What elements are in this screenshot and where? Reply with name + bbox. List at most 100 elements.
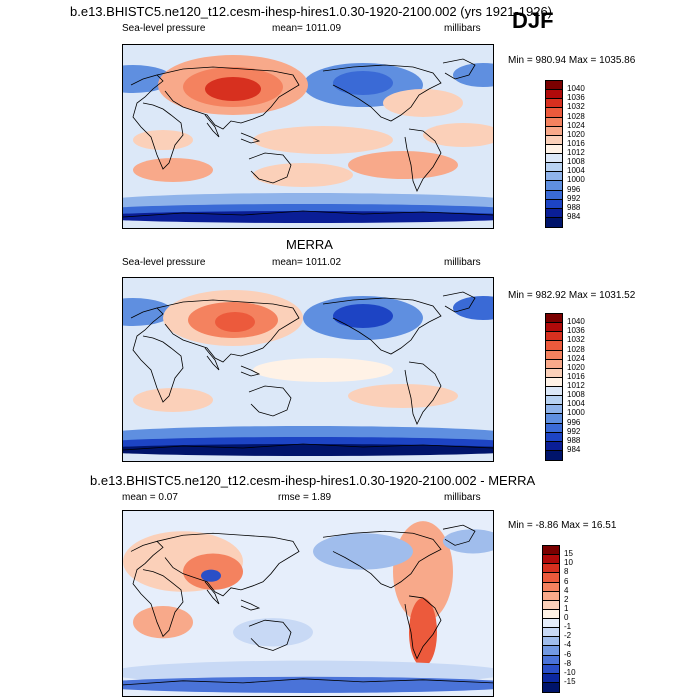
- panel3-units: millibars: [444, 492, 481, 503]
- panel2-colorbar: [545, 313, 563, 461]
- colorbar-tick-label: 996: [567, 184, 581, 194]
- colorbar-swatch: [546, 144, 562, 154]
- coastline: [156, 299, 300, 363]
- colorbar-tick-label: -15: [564, 676, 576, 686]
- colorbar-swatch: [546, 126, 562, 136]
- pressure-contour-region: [233, 618, 313, 647]
- colorbar-tick-label: 992: [567, 426, 581, 436]
- pressure-contour-region: [201, 569, 221, 582]
- colorbar-tick-label: 1020: [567, 129, 585, 139]
- map-field: [123, 511, 493, 696]
- coastline: [322, 64, 442, 122]
- colorbar-swatch: [543, 600, 559, 610]
- colorbar-swatch: [546, 199, 562, 209]
- colorbar-tick-label: 988: [567, 435, 581, 445]
- pressure-contour-region: [423, 123, 493, 147]
- pressure-contour-region: [133, 388, 213, 412]
- colorbar-swatch: [543, 573, 559, 583]
- coastline: [204, 347, 220, 371]
- colorbar-swatch: [546, 190, 562, 200]
- panel1-units: millibars: [444, 23, 481, 34]
- colorbar-tick-label: 1012: [567, 381, 585, 390]
- coastline: [130, 74, 184, 170]
- colorbar-swatch: [546, 396, 562, 406]
- pressure-contour-region: [333, 304, 393, 328]
- colorbar-swatch: [546, 108, 562, 118]
- coastline: [123, 678, 493, 686]
- colorbar-swatch: [546, 432, 562, 442]
- coastline: [404, 361, 442, 425]
- colorbar-tick-label: 1032: [567, 102, 585, 112]
- colorbar-swatch: [546, 117, 562, 127]
- colorbar-tick-label: 988: [567, 202, 581, 212]
- colorbar-swatch: [546, 314, 562, 324]
- pressure-contour-region: [205, 77, 261, 101]
- colorbar-tick-label: 984: [567, 444, 581, 454]
- colorbar-swatch: [546, 377, 562, 387]
- colorbar-tick-label: -1: [564, 622, 572, 632]
- colorbar-swatch: [543, 637, 559, 647]
- pressure-contour-region: [409, 597, 437, 667]
- colorbar-swatch: [543, 682, 559, 692]
- panel1-colorbar: [545, 80, 563, 228]
- coastline: [130, 307, 184, 403]
- colorbar-swatch: [546, 341, 562, 351]
- colorbar-swatch: [546, 154, 562, 164]
- colorbar-tick-label: 1008: [567, 157, 585, 167]
- colorbar-swatch: [546, 350, 562, 360]
- pressure-contour-region: [253, 358, 393, 382]
- coastline: [248, 385, 292, 417]
- colorbar-tick-label: 1040: [567, 84, 585, 94]
- coastline: [404, 128, 442, 192]
- colorbar-swatch: [543, 664, 559, 674]
- colorbar-swatch: [546, 163, 562, 173]
- panel3-rmse: rmse = 1.89: [278, 492, 332, 503]
- colorbar-swatch: [543, 582, 559, 592]
- colorbar-tick-label: 1024: [567, 120, 585, 130]
- colorbar-tick-label: -6: [564, 649, 572, 659]
- colorbar-swatch: [546, 81, 562, 91]
- coastline: [156, 532, 300, 597]
- colorbar-swatch: [546, 368, 562, 378]
- coastline: [442, 58, 476, 80]
- colorbar-tick-label: 1008: [567, 390, 585, 400]
- colorbar-swatch: [546, 99, 562, 109]
- panel2-minmax: Min = 982.92 Max = 1031.52: [508, 290, 636, 301]
- pressure-contour-region: [123, 298, 173, 326]
- colorbar-swatch: [546, 450, 562, 460]
- colorbar-tick-label: 1: [564, 603, 569, 613]
- colorbar-tick-label: 984: [567, 211, 581, 221]
- colorbar-swatch: [546, 323, 562, 333]
- pressure-contour-region: [348, 151, 458, 179]
- pressure-contour-region: [383, 89, 463, 117]
- colorbar-tick-label: 8: [564, 567, 569, 577]
- pressure-contour-region: [253, 126, 393, 154]
- season-label: DJF: [512, 8, 554, 33]
- map-field: [123, 278, 493, 461]
- colorbar-swatch: [546, 387, 562, 397]
- colorbar-swatch: [546, 172, 562, 182]
- colorbar-tick-label: 1028: [567, 111, 585, 121]
- coastline: [248, 619, 292, 651]
- pressure-contour-region: [215, 312, 255, 332]
- coastline: [130, 540, 184, 638]
- panel2-variable: Sea-level pressure: [122, 257, 206, 268]
- colorbar-swatch: [543, 546, 559, 556]
- panel1-mean: mean= 1011.09: [272, 23, 342, 34]
- coastline: [240, 599, 261, 611]
- colorbar-tick-label: 1036: [567, 326, 585, 336]
- colorbar-swatch: [543, 609, 559, 619]
- coastline: [156, 66, 300, 130]
- colorbar-swatch: [543, 555, 559, 565]
- panel2-mean: mean= 1011.02: [272, 257, 342, 268]
- colorbar-tick-label: 6: [564, 576, 569, 586]
- pressure-contour-region: [348, 384, 458, 408]
- colorbar-tick-label: 1020: [567, 362, 585, 372]
- panel2-header: MERRA: [286, 237, 333, 252]
- coastline: [322, 297, 442, 355]
- colorbar-swatch: [543, 619, 559, 629]
- pressure-contour-region: [133, 130, 193, 150]
- colorbar-swatch: [546, 405, 562, 415]
- colorbar-tick-label: -4: [564, 640, 572, 650]
- colorbar-swatch: [543, 628, 559, 638]
